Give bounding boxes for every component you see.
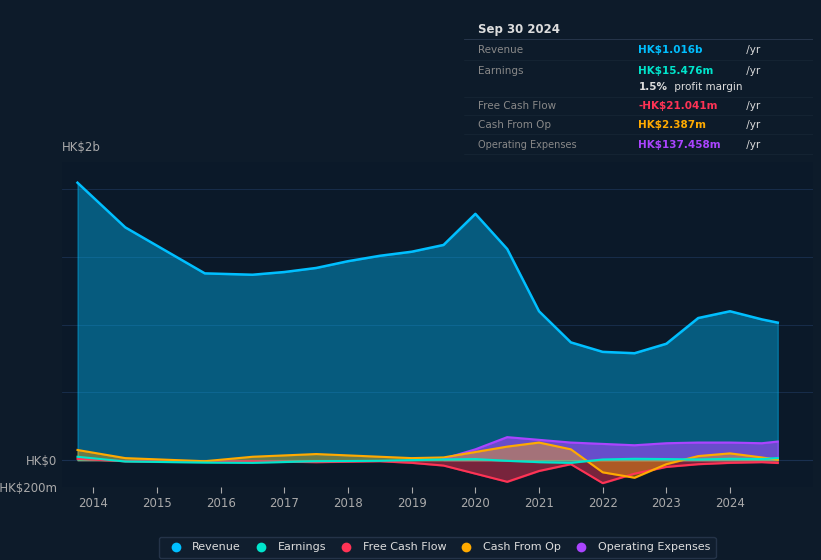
Text: HK$1.016b: HK$1.016b	[639, 45, 703, 55]
Text: Revenue: Revenue	[478, 45, 523, 55]
Text: profit margin: profit margin	[672, 82, 743, 92]
Text: Free Cash Flow: Free Cash Flow	[478, 101, 556, 111]
Text: Cash From Op: Cash From Op	[478, 120, 551, 130]
Text: HK$137.458m: HK$137.458m	[639, 140, 721, 150]
Text: /yr: /yr	[743, 140, 760, 150]
Text: 1.5%: 1.5%	[639, 82, 667, 92]
Text: HK$2.387m: HK$2.387m	[639, 120, 706, 130]
Text: Operating Expenses: Operating Expenses	[478, 140, 576, 150]
Text: HK$2b: HK$2b	[62, 141, 100, 154]
Text: /yr: /yr	[743, 66, 760, 76]
Text: /yr: /yr	[743, 101, 760, 111]
Text: Sep 30 2024: Sep 30 2024	[478, 22, 560, 35]
Text: /yr: /yr	[743, 120, 760, 130]
Text: -HK$21.041m: -HK$21.041m	[639, 101, 718, 111]
Text: HK$15.476m: HK$15.476m	[639, 66, 713, 76]
Text: Earnings: Earnings	[478, 66, 523, 76]
Text: /yr: /yr	[743, 45, 760, 55]
Legend: Revenue, Earnings, Free Cash Flow, Cash From Op, Operating Expenses: Revenue, Earnings, Free Cash Flow, Cash …	[158, 537, 716, 558]
